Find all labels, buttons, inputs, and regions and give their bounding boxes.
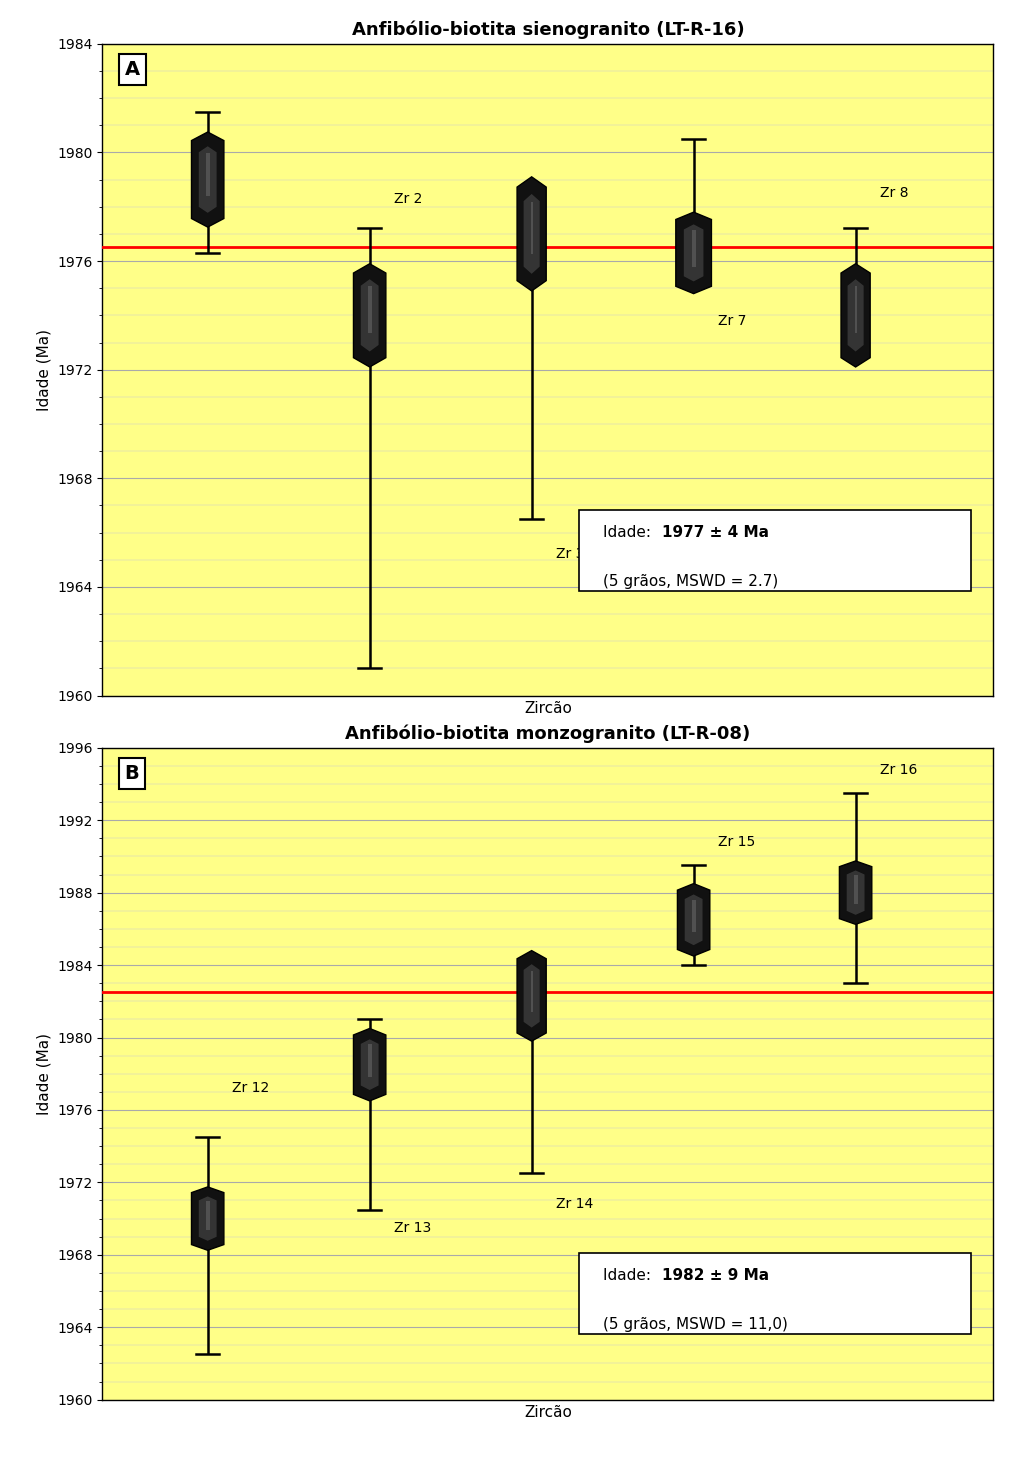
Polygon shape xyxy=(191,133,224,227)
Text: Zr 15: Zr 15 xyxy=(718,835,755,849)
Text: Idade:: Idade: xyxy=(603,1268,656,1283)
Polygon shape xyxy=(353,1028,386,1101)
Polygon shape xyxy=(523,964,540,1028)
Polygon shape xyxy=(692,900,695,933)
FancyBboxPatch shape xyxy=(579,1252,971,1334)
Polygon shape xyxy=(517,176,546,292)
Text: A: A xyxy=(125,60,140,79)
Polygon shape xyxy=(678,884,710,956)
Polygon shape xyxy=(848,280,863,351)
Polygon shape xyxy=(517,951,546,1041)
Polygon shape xyxy=(854,875,858,904)
Text: (5 grãos, MSWD = 2.7): (5 grãos, MSWD = 2.7) xyxy=(603,574,778,589)
Title: Anfibólio-biotita sienogranito (LT-R-16): Anfibólio-biotita sienogranito (LT-R-16) xyxy=(351,20,744,39)
Text: Idade:: Idade: xyxy=(603,525,656,539)
Polygon shape xyxy=(841,264,870,367)
Polygon shape xyxy=(854,286,857,334)
Polygon shape xyxy=(369,286,372,334)
Polygon shape xyxy=(530,971,534,1012)
Text: 1982 ± 9 Ma: 1982 ± 9 Ma xyxy=(663,1268,769,1283)
Text: Zr 16: Zr 16 xyxy=(880,763,918,777)
Polygon shape xyxy=(199,146,217,213)
Text: B: B xyxy=(125,764,139,783)
Text: 1977 ± 4 Ma: 1977 ± 4 Ma xyxy=(663,525,769,539)
Polygon shape xyxy=(199,1197,217,1241)
Polygon shape xyxy=(353,264,386,367)
Polygon shape xyxy=(684,225,703,281)
Y-axis label: Idade (Ma): Idade (Ma) xyxy=(37,1032,51,1115)
Text: (5 grãos, MSWD = 11,0): (5 grãos, MSWD = 11,0) xyxy=(603,1317,787,1333)
Text: Zr 14: Zr 14 xyxy=(556,1197,593,1212)
Y-axis label: Idade (Ma): Idade (Ma) xyxy=(37,328,51,411)
Text: Zr 7: Zr 7 xyxy=(718,313,746,328)
Text: Zr 13: Zr 13 xyxy=(394,1220,431,1235)
Polygon shape xyxy=(369,1044,372,1077)
Polygon shape xyxy=(360,1040,379,1091)
Polygon shape xyxy=(847,870,864,914)
Title: Anfibólio-biotita monzogranito (LT-R-08): Anfibólio-biotita monzogranito (LT-R-08) xyxy=(345,725,751,744)
Text: Zr 8: Zr 8 xyxy=(880,187,908,200)
Text: Zr 3: Zr 3 xyxy=(556,547,585,561)
X-axis label: Zircão: Zircão xyxy=(524,701,571,716)
Polygon shape xyxy=(191,1187,224,1251)
Polygon shape xyxy=(360,280,379,351)
Polygon shape xyxy=(530,201,534,254)
Text: Zr 12: Zr 12 xyxy=(232,1082,269,1095)
X-axis label: Zircão: Zircão xyxy=(524,1406,571,1420)
Polygon shape xyxy=(676,213,712,293)
Polygon shape xyxy=(207,153,210,197)
FancyBboxPatch shape xyxy=(579,510,971,592)
Polygon shape xyxy=(685,894,702,945)
Polygon shape xyxy=(523,194,540,274)
Polygon shape xyxy=(840,862,871,924)
Polygon shape xyxy=(207,1201,210,1229)
Polygon shape xyxy=(692,230,696,267)
Text: Zr 2: Zr 2 xyxy=(394,191,422,206)
